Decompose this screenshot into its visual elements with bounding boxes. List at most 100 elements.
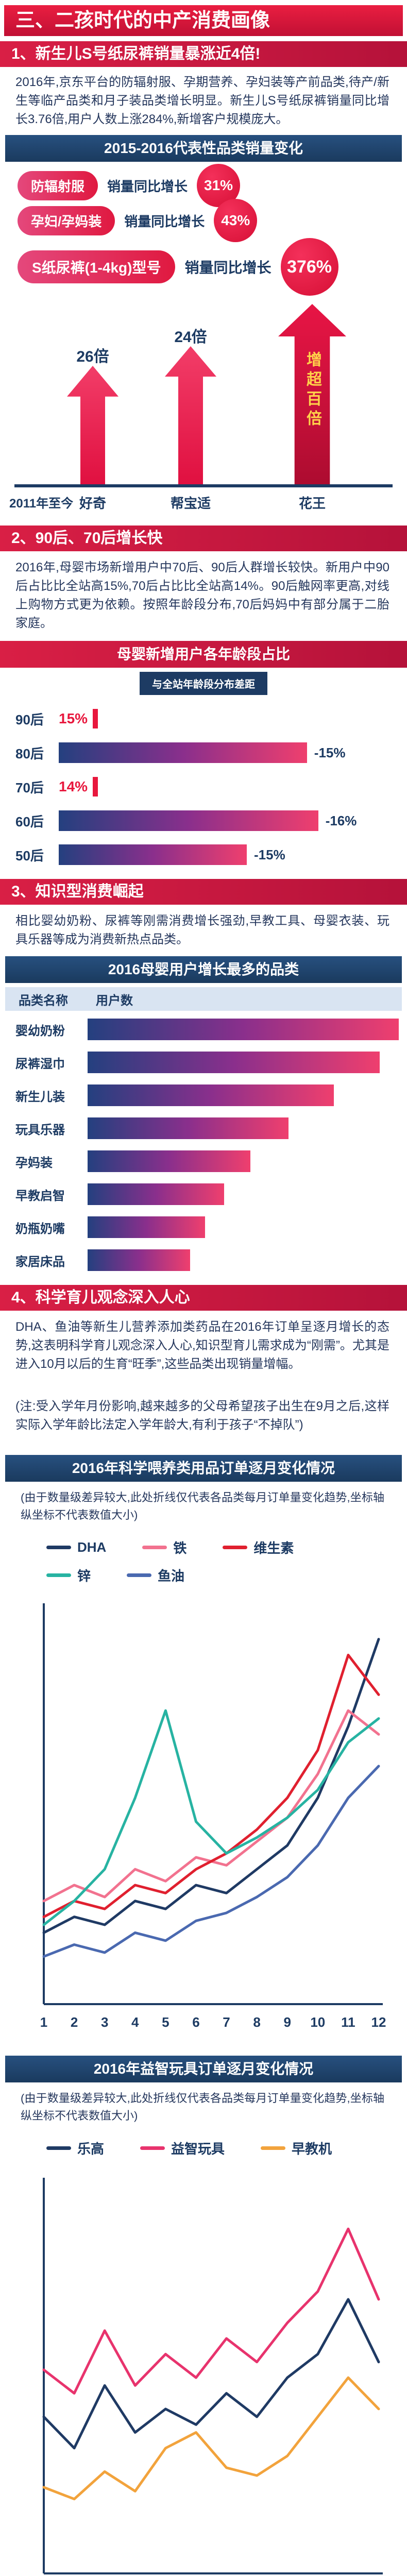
growth-row-maternity: 孕妇/孕妈装 销量同比增长 43% bbox=[18, 199, 397, 242]
growth-desc: 销量同比增长 bbox=[124, 213, 205, 229]
category-label: 早教启智 bbox=[15, 1189, 65, 1203]
growth-value-circle: 43% bbox=[214, 199, 258, 242]
age-bar bbox=[59, 742, 307, 763]
svg-text:1: 1 bbox=[40, 2014, 47, 2030]
feeding-chart-header: 2016年科学喂养类用品订单逐月变化情况 bbox=[5, 1455, 402, 1482]
age-diff-value: -16% bbox=[325, 812, 357, 828]
legend-swatch bbox=[223, 1545, 248, 1549]
category-pill: S纸尿裤(1-4kg)型号 bbox=[18, 250, 176, 283]
growth-label-huawang: 增超百倍 bbox=[304, 351, 321, 430]
age-bar bbox=[59, 810, 318, 831]
age-label: 80后 bbox=[15, 745, 44, 761]
feeding-legend-row2: 锌 鱼油 bbox=[46, 1563, 397, 1587]
legend-item-puzzle: 益智玩具 bbox=[140, 2139, 225, 2158]
section1-banner: 1、新生儿S号纸尿裤销量暴涨近4倍! bbox=[0, 41, 407, 67]
section1-title: 1、新生儿S号纸尿裤销量暴涨近4倍! bbox=[11, 45, 261, 62]
legend-swatch bbox=[142, 1545, 167, 1549]
svg-text:3: 3 bbox=[101, 2014, 108, 2030]
age-row-80s: 80后 -15% bbox=[15, 741, 392, 765]
arrow-huawang: 增超百倍 bbox=[278, 304, 346, 484]
category-bar bbox=[88, 1183, 224, 1205]
growth-desc: 销量同比增长 bbox=[107, 178, 188, 194]
category-row-maternity: 孕妈装 bbox=[15, 1150, 395, 1173]
feeding-chart-title: 2016年科学喂养类用品订单逐月变化情况 bbox=[72, 1460, 335, 1476]
section1-chart-header: 2015-2016代表性品类销量变化 bbox=[5, 135, 402, 162]
legend-swatch bbox=[140, 2146, 165, 2150]
category-label: 尿裤湿巾 bbox=[15, 1057, 65, 1071]
page-header: 三、二孩时代的中产消费画像 bbox=[4, 5, 403, 36]
svg-text:10: 10 bbox=[310, 2014, 325, 2030]
svg-text:7: 7 bbox=[223, 2014, 230, 2030]
legend-item-fishoil: 鱼油 bbox=[127, 1566, 184, 1585]
legend-label: 锌 bbox=[77, 1568, 91, 1584]
growth-label-haoqi: 26倍 bbox=[76, 348, 109, 365]
age-row-90s: 90后 15% bbox=[15, 707, 392, 731]
brand-growth-arrow-chart: 26倍 24倍 增超百倍 2011年至今 好奇 帮宝适 花王 bbox=[0, 301, 407, 526]
category-label: 奶瓶奶嘴 bbox=[15, 1222, 65, 1236]
svg-text:4: 4 bbox=[131, 2014, 139, 2030]
section1-chart-title: 2015-2016代表性品类销量变化 bbox=[104, 140, 303, 156]
age-diff-value: -15% bbox=[314, 744, 346, 760]
growth-desc: 销量同比增长 bbox=[184, 260, 272, 276]
category-row-bottle: 奶瓶奶嘴 bbox=[15, 1216, 395, 1239]
legend-swatch bbox=[127, 1573, 152, 1577]
category-label: 新生儿装 bbox=[15, 1090, 65, 1104]
legend-label: 铁 bbox=[173, 1540, 187, 1556]
toys-legend: 乐高 益智玩具 早教机 bbox=[46, 2136, 397, 2160]
age-chart-title: 母婴新增用户各年龄段占比 bbox=[116, 646, 290, 662]
toys-chart-note: (由于数量级差异较大,此处折线仅代表各品类每月订单量变化趋势,坐标轴纵坐标不代表… bbox=[21, 2092, 384, 2122]
age-diff-value: 14% bbox=[59, 778, 88, 794]
category-chart-title: 2016母婴用户增长最多的品类 bbox=[108, 961, 299, 977]
age-label: 60后 bbox=[15, 814, 44, 829]
category-bar bbox=[88, 1019, 399, 1040]
category-bar bbox=[88, 1216, 206, 1238]
brand-label-pampers: 帮宝适 bbox=[170, 496, 211, 511]
legend-label: 乐高 bbox=[77, 2141, 105, 2157]
section2-title: 2、90后、70后增长快 bbox=[11, 530, 163, 547]
feeding-legend-row1: DHA 铁 维生素 bbox=[46, 1535, 397, 1559]
age-diff-value: -15% bbox=[254, 846, 285, 862]
age-label: 50后 bbox=[15, 848, 44, 863]
brand-label-huawang: 花王 bbox=[298, 496, 326, 511]
svg-text:6: 6 bbox=[192, 2014, 199, 2030]
section2-banner: 2、90后、70后增长快 bbox=[0, 526, 407, 551]
svg-text:5: 5 bbox=[162, 2014, 169, 2030]
age-row-70s: 70后 14% bbox=[15, 775, 392, 799]
axis-era-label: 2011年至今 bbox=[9, 497, 74, 511]
arrow-pampers bbox=[165, 346, 216, 484]
legend-label: 鱼油 bbox=[158, 1568, 185, 1584]
age-label: 90后 bbox=[15, 711, 44, 727]
feeding-chart-note: (由于数量级差异较大,此处折线仅代表各品类每月订单量变化趋势,坐标轴纵坐标不代表… bbox=[21, 1491, 384, 1521]
positive-tick-bar bbox=[93, 709, 98, 728]
section3-banner: 3、知识型消费崛起 bbox=[0, 879, 407, 905]
category-pill: 防辐射服 bbox=[18, 171, 98, 200]
category-pill: 孕妇/孕妈装 bbox=[18, 206, 115, 235]
category-row-milk: 婴幼奶粉 bbox=[15, 1018, 399, 1041]
age-chart-subtitle: 与全站年龄段分布差距 bbox=[140, 672, 267, 695]
growth-value-circle: 31% bbox=[197, 164, 241, 207]
toys-chart-header: 2016年益智玩具订单逐月变化情况 bbox=[5, 2056, 402, 2082]
legend-swatch bbox=[46, 1545, 71, 1549]
legend-item-lego: 乐高 bbox=[46, 2139, 104, 2158]
legend-swatch bbox=[261, 2146, 286, 2150]
legend-item-dha: DHA bbox=[46, 1539, 106, 1555]
category-row-newborn: 新生儿装 bbox=[15, 1084, 395, 1107]
category-row-education: 早教启智 bbox=[15, 1183, 395, 1206]
category-bar bbox=[88, 1052, 380, 1073]
age-row-60s: 60后 -16% bbox=[15, 809, 392, 833]
age-bar bbox=[59, 844, 247, 865]
legend-swatch bbox=[46, 1573, 71, 1577]
legend-item-vitamin: 维生素 bbox=[223, 1538, 294, 1557]
category-row-diaper: 尿裤湿巾 bbox=[15, 1051, 395, 1074]
growth-label-pampers: 24倍 bbox=[174, 329, 207, 346]
category-bar bbox=[88, 1249, 190, 1271]
category-row-bedding: 家居床品 bbox=[15, 1249, 395, 1272]
category-bar bbox=[88, 1084, 334, 1106]
legend-swatch bbox=[46, 2146, 71, 2150]
category-label: 家居床品 bbox=[15, 1255, 65, 1269]
column-header-users: 用户数 bbox=[96, 993, 133, 1008]
svg-text:8: 8 bbox=[253, 2014, 260, 2030]
age-row-50s: 50后 -15% bbox=[15, 843, 392, 867]
